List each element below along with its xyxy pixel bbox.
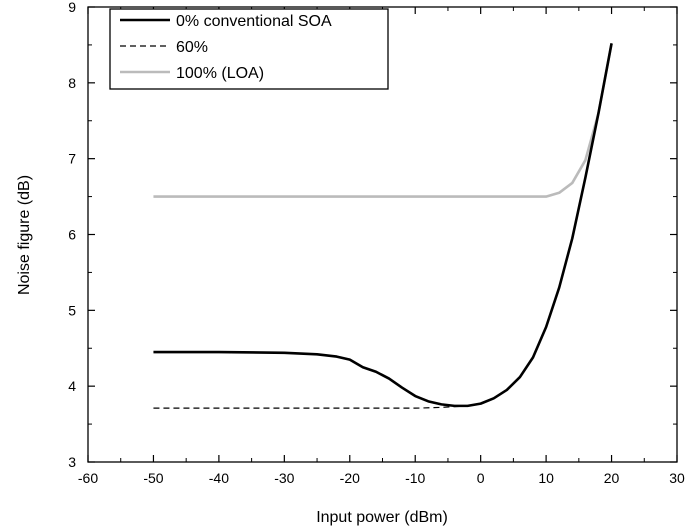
x-tick-label: 20: [604, 470, 620, 486]
x-tick-label: -50: [143, 470, 163, 486]
series-line-60: [153, 43, 613, 409]
x-tick-label: -30: [274, 470, 294, 486]
y-tick-label: 9: [68, 0, 76, 15]
x-tick-label: -10: [405, 470, 425, 486]
y-tick-label: 8: [68, 75, 76, 91]
x-tick-label: -20: [340, 470, 360, 486]
series-lines: [153, 43, 613, 409]
x-tick-label: -60: [78, 470, 98, 486]
legend-entry-label: 60%: [176, 39, 208, 56]
x-axis-label: Input power (dBm): [316, 509, 448, 526]
x-tick-labels: -60 -50 -40 -30 -20 -10 0 10 20 30: [78, 470, 685, 486]
y-tick-label: 3: [68, 454, 76, 470]
legend-box: [109, 8, 389, 90]
legend: 0% conventional SOA 60% 100% (LOA): [109, 8, 389, 90]
y-tick-labels: 3 4 5 6 7 8 9: [68, 0, 76, 470]
y-axis-label: Noise figure (dB): [16, 175, 33, 295]
y-tick-label: 7: [68, 151, 76, 167]
x-tick-label: -40: [209, 470, 229, 486]
x-tick-label: 30: [669, 470, 685, 486]
legend-entry-label: 100% (LOA): [176, 65, 264, 82]
legend-entry-label: 0% conventional SOA: [176, 13, 332, 30]
series-line-100-loa: [153, 43, 613, 198]
x-tick-label: 0: [477, 470, 485, 486]
y-tick-label: 4: [68, 378, 76, 394]
series-line-0-conventional-soa: [153, 43, 613, 408]
y-tick-label: 5: [68, 302, 76, 318]
y-tick-label: 6: [68, 227, 76, 243]
x-tick-label: 10: [538, 470, 554, 486]
